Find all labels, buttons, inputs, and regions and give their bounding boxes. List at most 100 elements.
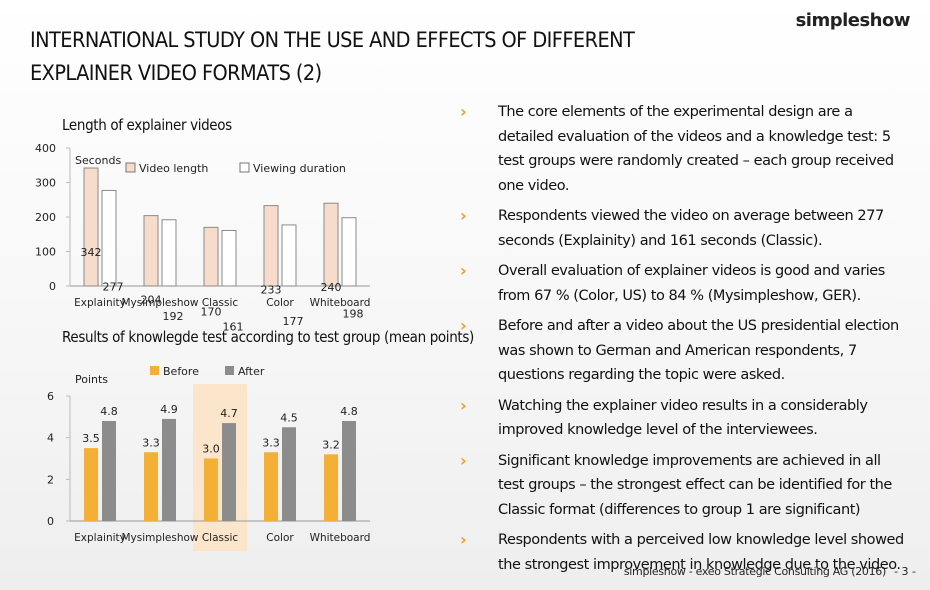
bullet-text: Respondents with a perceived low knowled… — [498, 532, 904, 573]
title-line-2: EXPLAINER VIDEO FORMATS (2) — [30, 61, 322, 85]
bar-viewing-duration — [281, 224, 297, 287]
bar-before — [144, 452, 158, 521]
y-tick-label: 4 — [47, 432, 54, 445]
bar-video-length — [143, 215, 159, 287]
bullet-item: › Respondents viewed the video on average… — [460, 204, 910, 253]
title-line-1: INTERNATIONAL STUDY ON THE USE AND EFFEC… — [30, 28, 635, 52]
bar-viewing-duration — [221, 229, 237, 287]
y-tick-label: 300 — [35, 177, 56, 190]
highlight-band — [193, 384, 247, 551]
data-label: 4.9 — [160, 403, 178, 416]
bar-viewing-duration — [161, 219, 177, 287]
y-axis-title: Seconds — [75, 154, 121, 167]
data-label: 198 — [343, 308, 364, 321]
bar-before — [324, 454, 338, 521]
data-label: 342 — [81, 246, 102, 259]
legend-swatch — [225, 366, 234, 375]
x-tick-label: Color — [266, 532, 294, 544]
x-tick-label: Explainity — [74, 532, 126, 544]
knowledge-test-chart: 0 2 4 6 Points 3.5 4.8 Explainity 3.3 4.9 Mysimple… — [47, 365, 371, 551]
bar-video-length — [263, 205, 279, 287]
page-number: - 3 - — [894, 565, 916, 578]
legend-swatch — [239, 162, 250, 173]
x-tick-label: Mysimpleshow — [121, 532, 198, 544]
x-tick-label: Color — [266, 297, 294, 309]
y-tick-label: 6 — [47, 390, 54, 403]
x-tick-label: Explainity — [74, 297, 126, 309]
y-tick-label: 0 — [47, 515, 54, 528]
chevron-right-icon: › — [460, 395, 467, 415]
footer-source: simpleshow - exeo Strategic Consulting A… — [623, 565, 886, 578]
data-label: 4.8 — [100, 405, 118, 418]
y-tick-label: 200 — [35, 211, 56, 224]
bullet-item: › Significant knowledge improvements are … — [460, 449, 910, 523]
bullet-item: › Overall evaluation of explainer videos … — [460, 259, 910, 308]
bar-before — [84, 448, 98, 521]
legend-swatch — [150, 366, 159, 375]
chart-title-video-length: Length of explainer videos — [62, 116, 232, 134]
bullet-item: › Before and after a video about the US p… — [460, 314, 910, 388]
data-label: 233 — [261, 284, 282, 297]
data-label: 161 — [223, 320, 244, 333]
data-label: 177 — [283, 315, 304, 328]
bullet-text: Significant knowledge improvements are a… — [498, 452, 892, 518]
data-label: 240 — [321, 281, 342, 294]
data-label: 277 — [103, 280, 124, 293]
y-tick-label: 2 — [47, 473, 54, 486]
bar-after — [102, 421, 116, 521]
bullet-text: The core elements of the experimental de… — [498, 104, 894, 194]
bar-viewing-duration — [101, 189, 117, 287]
data-label: 3.3 — [142, 436, 160, 449]
data-label: 3.0 — [202, 443, 220, 456]
data-label: 4.7 — [220, 407, 238, 420]
x-tick-label: Mysimpleshow — [121, 297, 198, 309]
chevron-right-icon: › — [460, 102, 467, 121]
chevron-right-icon: › — [460, 450, 467, 470]
legend-label: After — [238, 365, 265, 378]
bar-before — [204, 458, 218, 521]
data-label: 192 — [163, 310, 184, 323]
legend-label: Video length — [139, 162, 208, 175]
page-title: INTERNATIONAL STUDY ON THE USE AND EFFEC… — [30, 24, 635, 90]
x-tick-label: Classic — [202, 297, 239, 309]
data-label: 204 — [141, 294, 162, 307]
chart-title-knowledge-test: Results of knowlegde test according to t… — [62, 328, 474, 346]
data-label: 3.2 — [322, 438, 340, 451]
bar-viewing-duration — [341, 217, 357, 287]
x-tick-label: Whiteboard — [310, 297, 371, 309]
bar-before — [264, 452, 278, 521]
bar-video-length — [323, 202, 339, 287]
data-label: 3.3 — [262, 436, 280, 449]
bullet-item: › The core elements of the experimental d… — [460, 100, 910, 198]
bullet-text: Respondents viewed the video on average … — [498, 208, 884, 249]
bullet-item: › Respondents with a perceived low knowle… — [460, 528, 910, 577]
legend-swatch — [125, 162, 136, 173]
bullet-text: Watching the explainer video results in … — [498, 397, 868, 439]
bar-after — [342, 421, 356, 521]
data-label: 4.8 — [340, 405, 358, 418]
legend-label: Before — [163, 365, 199, 378]
bullet-item: › Watching the explainer video results in… — [460, 394, 910, 443]
y-tick-label: 100 — [35, 246, 56, 259]
bullet-text: Before and after a video about the US pr… — [498, 318, 899, 383]
simpleshow-logo: simpleshow — [795, 10, 911, 31]
chevron-right-icon: › — [460, 530, 467, 549]
x-tick-label: Classic — [202, 532, 239, 544]
y-tick-label: 0 — [49, 280, 56, 293]
chevron-right-icon: › — [460, 316, 467, 335]
bar-video-length — [83, 167, 99, 287]
bar-after — [222, 423, 236, 521]
bar-after — [162, 418, 176, 521]
data-label: 3.5 — [82, 432, 100, 445]
bullet-list: › The core elements of the experimental d… — [460, 100, 910, 583]
chevron-right-icon: › — [460, 261, 467, 280]
x-tick-label: Whiteboard — [310, 532, 371, 544]
bar-after — [282, 427, 296, 521]
chevron-right-icon: › — [460, 206, 467, 225]
bullet-text: Overall evaluation of explainer videos i… — [498, 263, 885, 304]
bar-video-length — [203, 226, 219, 287]
data-label: 170 — [201, 305, 222, 318]
legend-label: Viewing duration — [253, 162, 346, 175]
data-label: 4.5 — [280, 411, 298, 424]
